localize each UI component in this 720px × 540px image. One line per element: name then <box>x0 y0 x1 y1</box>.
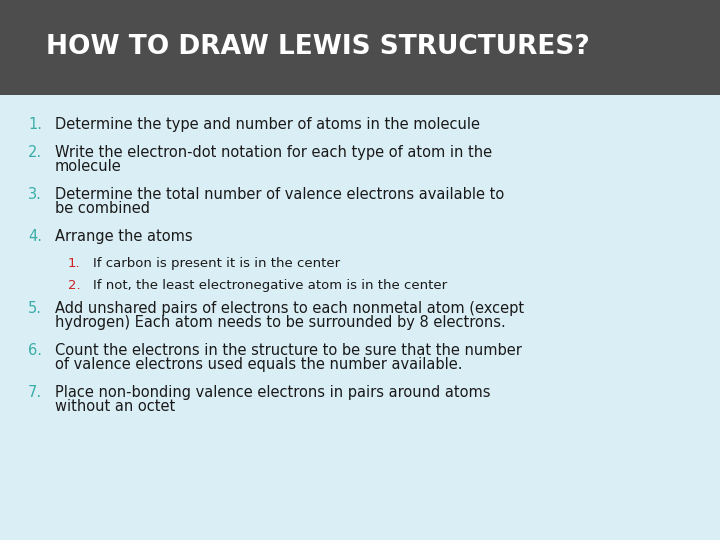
Text: 3.: 3. <box>28 187 42 202</box>
Text: Place non-bonding valence electrons in pairs around atoms: Place non-bonding valence electrons in p… <box>55 385 490 400</box>
Text: Arrange the atoms: Arrange the atoms <box>55 229 193 244</box>
Text: If carbon is present it is in the center: If carbon is present it is in the center <box>93 257 340 270</box>
Bar <box>0 0 720 95</box>
Text: 1.: 1. <box>68 257 81 270</box>
Text: 4.: 4. <box>28 229 42 244</box>
Text: Add unshared pairs of electrons to each nonmetal atom (except: Add unshared pairs of electrons to each … <box>55 301 524 316</box>
Text: Determine the type and number of atoms in the molecule: Determine the type and number of atoms i… <box>55 117 480 132</box>
Text: hydrogen) Each atom needs to be surrounded by 8 electrons.: hydrogen) Each atom needs to be surround… <box>55 315 505 330</box>
Text: Count the electrons in the structure to be sure that the number: Count the electrons in the structure to … <box>55 343 522 358</box>
Text: 6.: 6. <box>28 343 42 358</box>
Text: be combined: be combined <box>55 201 150 216</box>
Text: of valence electrons used equals the number available.: of valence electrons used equals the num… <box>55 357 462 372</box>
Bar <box>0 95 720 540</box>
Text: 2.: 2. <box>28 145 42 160</box>
Text: without an octet: without an octet <box>55 399 175 414</box>
Text: 1.: 1. <box>28 117 42 132</box>
Text: 7.: 7. <box>28 385 42 400</box>
Text: Write the electron-dot notation for each type of atom in the: Write the electron-dot notation for each… <box>55 145 492 160</box>
Text: 5.: 5. <box>28 301 42 316</box>
Text: molecule: molecule <box>55 159 122 174</box>
Text: If not, the least electronegative atom is in the center: If not, the least electronegative atom i… <box>93 279 447 292</box>
Text: Determine the total number of valence electrons available to: Determine the total number of valence el… <box>55 187 504 202</box>
Text: 2.: 2. <box>68 279 81 292</box>
Text: HOW TO DRAW LEWIS STRUCTURES?: HOW TO DRAW LEWIS STRUCTURES? <box>46 35 590 60</box>
